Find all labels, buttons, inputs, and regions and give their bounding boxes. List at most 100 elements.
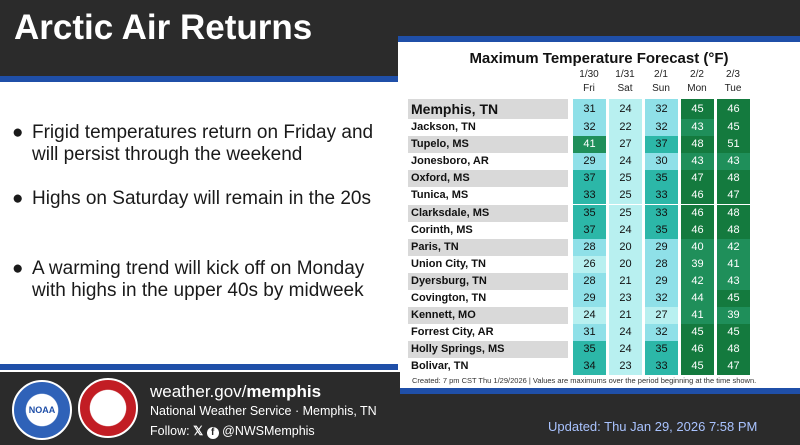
website-bold: memphis — [246, 382, 322, 401]
temperature-cell: 48 — [717, 170, 750, 188]
follow-line: Follow: 𝕏 f @NWSMemphis — [150, 423, 315, 439]
temperature-cell: 48 — [717, 221, 750, 239]
temperature-cell: 34 — [573, 358, 606, 376]
follow-label: Follow: — [150, 424, 190, 438]
temperature-cell: 32 — [645, 119, 678, 136]
temperature-cell: 39 — [717, 307, 750, 325]
temperature-cell: 37 — [645, 136, 678, 154]
temperature-cell: 28 — [573, 272, 606, 290]
temperature-cell: 46 — [681, 204, 714, 222]
temperature-cell: 32 — [573, 119, 606, 136]
temperature-cell: 43 — [681, 119, 714, 136]
temperature-cell: 33 — [573, 187, 606, 205]
column-date: 1/30 — [579, 69, 599, 80]
city-name: Oxford, MS — [408, 170, 568, 188]
temperature-cell: 32 — [645, 324, 678, 342]
temperature-cell: 31 — [573, 324, 606, 342]
temperature-cell: 46 — [681, 221, 714, 239]
temperature-cell: 24 — [609, 341, 642, 359]
column-day: Sun — [652, 83, 670, 94]
bullet-item: ● Highs on Saturday will remain in the 2… — [12, 188, 382, 210]
temperature-cell: 44 — [681, 290, 714, 307]
temperature-cell: 33 — [645, 204, 678, 222]
city-name: Paris, TN — [408, 238, 568, 256]
temperature-cell: 27 — [609, 136, 642, 154]
website-link[interactable]: weather.gov/memphis — [150, 382, 321, 402]
temperature-cell: 33 — [645, 187, 678, 205]
temperature-cell: 21 — [609, 307, 642, 325]
temperature-cell: 23 — [609, 358, 642, 376]
bullet-dot-icon: ● — [12, 258, 24, 279]
temperature-cell: 47 — [681, 170, 714, 188]
temperature-cell: 46 — [681, 187, 714, 205]
temperature-cell: 25 — [609, 204, 642, 222]
temperature-cell: 29 — [645, 272, 678, 290]
temperature-cell: 46 — [681, 341, 714, 359]
temperature-cell: 41 — [681, 307, 714, 325]
temperature-cell: 24 — [609, 221, 642, 239]
city-name: Jackson, TN — [411, 121, 476, 133]
bullet-text: Highs on Saturday will remain in the 20s — [32, 188, 372, 209]
column-date: 2/1 — [654, 69, 668, 80]
title-underline — [0, 76, 400, 82]
column-date: 2/3 — [726, 69, 740, 80]
forecast-table-title: Maximum Temperature Forecast (°F) — [469, 50, 729, 67]
column-header: 1/30 Fri — [573, 68, 605, 96]
temperature-cell: 35 — [645, 341, 678, 359]
temperature-cell: 26 — [573, 255, 606, 273]
temperature-cell: 51 — [717, 136, 750, 154]
city-name: Holly Springs, MS — [408, 341, 568, 359]
city-name: Covington, TN — [411, 292, 487, 304]
temperature-cell: 37 — [573, 221, 606, 239]
temperature-cell: 28 — [645, 255, 678, 273]
bullet-text: A warming trend will kick off on Monday … — [32, 258, 365, 301]
temperature-cell: 45 — [681, 324, 714, 342]
temperature-cell: 21 — [609, 272, 642, 290]
temperature-cell: 22 — [609, 119, 642, 136]
updated-timestamp: Updated: Thu Jan 29, 2026 7:58 PM — [548, 419, 758, 434]
temperature-cell: 45 — [717, 290, 750, 307]
temperature-cell: 31 — [573, 99, 606, 119]
city-name: Dyersburg, TN — [408, 272, 568, 290]
temperature-cell: 43 — [681, 153, 714, 171]
office-name: National Weather Service · Memphis, TN — [150, 404, 377, 418]
temperature-cell: 42 — [717, 238, 750, 256]
forecast-bottom-bar — [398, 388, 800, 394]
temperature-cell: 24 — [609, 153, 642, 171]
temperature-cell: 48 — [717, 204, 750, 222]
temperature-cell: 41 — [573, 136, 606, 154]
temperature-cell: 45 — [681, 358, 714, 376]
bullet-item: ● Frigid temperatures return on Friday a… — [12, 122, 382, 166]
city-name: Tunica, MS — [411, 189, 469, 202]
website-prefix: weather.gov/ — [150, 382, 247, 401]
temperature-cell: 45 — [681, 99, 714, 119]
temperature-cell: 25 — [609, 187, 642, 205]
facebook-icon[interactable]: f — [206, 427, 219, 439]
title-bar: Arctic Air Returns — [0, 0, 400, 82]
temperature-cell: 24 — [573, 307, 606, 325]
temperature-cell: 33 — [645, 358, 678, 376]
temperature-cell: 47 — [717, 187, 750, 205]
temperature-cell: 35 — [573, 341, 606, 359]
temperature-cell: 45 — [717, 324, 750, 342]
column-date: 2/2 — [690, 69, 704, 80]
column-date: 1/31 — [615, 69, 635, 80]
temperature-cell: 41 — [717, 255, 750, 273]
city-name: Clarksdale, MS — [408, 204, 568, 222]
temperature-cell: 24 — [609, 99, 642, 119]
social-handle[interactable]: @NWSMemphis — [222, 424, 315, 438]
bullet-item: ● A warming trend will kick off on Monda… — [12, 258, 382, 302]
temperature-cell: 35 — [645, 221, 678, 239]
bullet-dot-icon: ● — [12, 122, 24, 143]
temperature-cell: 28 — [573, 238, 606, 256]
temperature-cell: 46 — [717, 99, 750, 119]
x-icon[interactable]: 𝕏 — [193, 424, 204, 438]
temperature-cell: 24 — [609, 324, 642, 342]
forecast-footnote: Created: 7 pm CST Thu 1/29/2026 | Values… — [412, 376, 757, 385]
temperature-cell: 35 — [645, 170, 678, 188]
column-header: 1/31 Sat — [609, 68, 641, 96]
city-name: Jonesboro, AR — [411, 155, 489, 168]
column-day: Fri — [583, 83, 595, 94]
temperature-cell: 30 — [645, 153, 678, 171]
bullet-panel: ● Frigid temperatures return on Friday a… — [0, 82, 398, 372]
